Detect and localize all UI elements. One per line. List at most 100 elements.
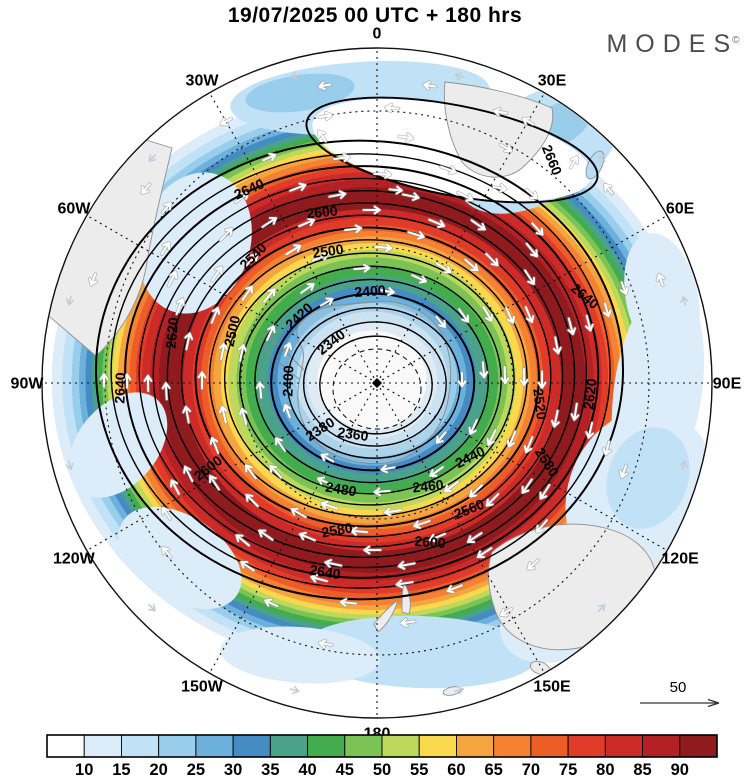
- contour-2400: [270, 292, 476, 472]
- svg-text:2360: 2360: [336, 424, 369, 444]
- longitude-label: 30E: [538, 72, 567, 89]
- colorbar-tick-label: 90: [671, 761, 689, 779]
- colorbar-cell: [195, 734, 234, 758]
- longitude-label: 90W: [11, 376, 45, 393]
- longitude-label: 120E: [661, 551, 699, 568]
- contour-2500: [194, 226, 540, 528]
- modes-logo: MODES©: [598, 30, 748, 59]
- colorbar-cell: [344, 734, 383, 758]
- svg-text:2640: 2640: [308, 562, 341, 583]
- colorbar-tick-label: 25: [187, 761, 205, 779]
- contour-2540: [166, 202, 564, 548]
- colorbar-tick-label: 15: [112, 761, 130, 779]
- colorbar-tick-label: 10: [75, 761, 93, 779]
- svg-text:2600: 2600: [414, 533, 446, 551]
- longitude-line: [376, 382, 668, 551]
- longitude-line: [209, 382, 378, 674]
- svg-text:2500: 2500: [311, 241, 344, 261]
- reference-arrow: 50: [640, 679, 720, 708]
- longitude-label: 60E: [666, 201, 695, 218]
- colorbar-tick-label: 85: [633, 761, 651, 779]
- colorbar-cell: [493, 734, 532, 758]
- colorbar: [46, 734, 718, 758]
- svg-text:2400: 2400: [279, 365, 296, 397]
- longitude-label: 60W: [57, 201, 91, 218]
- contour-2660: [305, 96, 599, 204]
- colorbar-tick-label: 80: [596, 761, 614, 779]
- colorbar-cell: [679, 734, 718, 758]
- modes-logo-text: MODES: [606, 30, 739, 58]
- colorbar-tick-label: 45: [336, 761, 354, 779]
- contour-2580: [138, 177, 588, 569]
- svg-text:2620: 2620: [580, 377, 600, 410]
- contour-2480: [208, 239, 528, 517]
- contour-2520: [180, 214, 552, 538]
- svg-text:2640: 2640: [111, 372, 128, 404]
- colorbar-cell: [307, 734, 346, 758]
- contour-2420: [254, 278, 489, 484]
- longitude-line: [376, 215, 668, 384]
- colorbar-cell: [158, 734, 197, 758]
- colorbar-tick-label: 60: [447, 761, 465, 779]
- svg-text:2400: 2400: [354, 282, 386, 300]
- colorbar-tick-label: 40: [298, 761, 316, 779]
- colorbar-cell: [83, 734, 122, 758]
- longitude-line: [86, 215, 378, 384]
- colorbar-cell: [418, 734, 457, 758]
- copyright-icon: ©: [732, 34, 740, 46]
- colorbar-cell: [232, 734, 271, 758]
- colorbar-tick-label: 70: [522, 761, 540, 779]
- colorbar-labels: 10 15 20 25 30 35 40 45 50 55 60 65 70 75 80 85 90: [75, 761, 689, 779]
- map-interior: 2340236023802400240024202440246024802500…: [43, 49, 711, 717]
- longitude-label: 120W: [53, 551, 96, 568]
- chart-title: 19/07/2025 00 UTC + 180 hrs: [227, 4, 523, 27]
- colorbar-cell: [269, 734, 309, 758]
- colorbar-cell: [120, 734, 160, 758]
- longitude-line: [209, 92, 378, 384]
- contour-2620: [110, 153, 611, 589]
- svg-text:2580: 2580: [320, 519, 354, 540]
- colorbar-tick-label: 50: [373, 761, 391, 779]
- svg-text:2520: 2520: [530, 388, 550, 421]
- colorbar-cell: [455, 734, 495, 758]
- longitude-label: 30W: [186, 72, 220, 89]
- colorbar-tick-label: 55: [410, 761, 428, 779]
- svg-text:2600: 2600: [306, 202, 339, 221]
- wind-arrows: [65, 71, 689, 695]
- colorbar-tick-label: 20: [149, 761, 167, 779]
- svg-text:2500: 2500: [221, 314, 244, 348]
- contour-2600: [124, 165, 600, 579]
- longitude-line: [376, 382, 545, 674]
- colorbar-cell: [604, 734, 644, 758]
- colorbar-tick-label: 75: [559, 761, 577, 779]
- colorbar-cell: [642, 734, 681, 758]
- colorbar-cell: [530, 734, 569, 758]
- contour-2360: [302, 321, 447, 447]
- colorbar-cell: [381, 734, 420, 758]
- longitude-line: [376, 92, 545, 384]
- colorbar-tick-label: 65: [484, 761, 502, 779]
- svg-text:2480: 2480: [324, 479, 357, 500]
- pole-marker: [372, 378, 382, 388]
- contour-2460: [223, 252, 515, 506]
- longitude-label: 90E: [713, 376, 742, 393]
- contour-2560: [152, 189, 576, 559]
- colorbar-tick-label: 30: [224, 761, 242, 779]
- map-boundary: [41, 47, 713, 719]
- latitude-circle: [104, 110, 650, 656]
- longitude-label: 0: [373, 26, 382, 43]
- svg-text:2620: 2620: [163, 317, 182, 350]
- reference-arrow-value: 50: [670, 679, 687, 696]
- height-contours: [94, 96, 625, 601]
- colorbar-tick-label: 35: [261, 761, 279, 779]
- longitude-label: 150W: [181, 679, 224, 696]
- contour-2640: [94, 139, 625, 601]
- svg-text:2460: 2460: [412, 476, 445, 495]
- contour-2340: [319, 335, 433, 435]
- colorbar-cell: [46, 734, 85, 758]
- latitude-circle: [240, 246, 514, 520]
- colorbar-cell: [567, 734, 606, 758]
